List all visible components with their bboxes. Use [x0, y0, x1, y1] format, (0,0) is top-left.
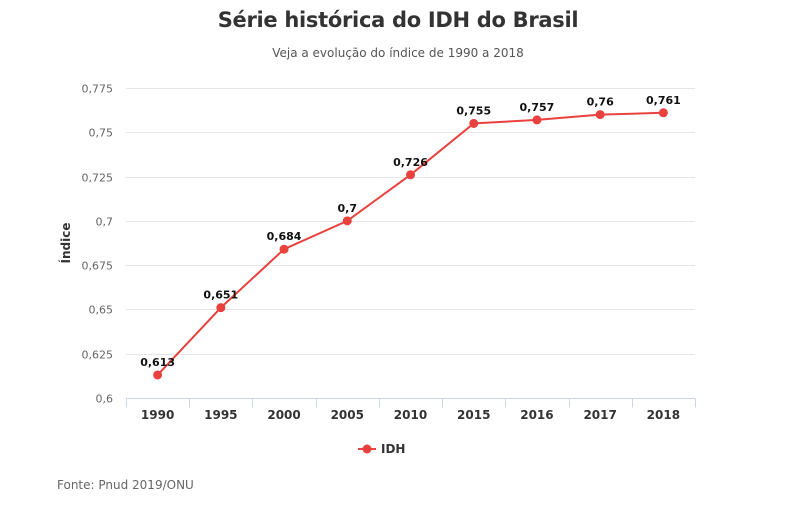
legend[interactable]: IDH: [358, 442, 405, 456]
data-label: 0,76: [587, 96, 614, 109]
data-label: 0,761: [646, 94, 681, 107]
legend-marker-icon: [362, 444, 372, 454]
data-label: 0,726: [393, 156, 428, 169]
data-label: 0,684: [267, 230, 302, 243]
y-tick-label: 0,675: [82, 260, 114, 273]
data-point: [279, 244, 289, 254]
x-tick-label: 2016: [520, 408, 553, 422]
y-tick-label: 0,6: [96, 393, 114, 406]
y-tick-label: 0,725: [82, 172, 114, 185]
y-tick-label: 0,75: [89, 127, 114, 140]
y-tick-label: 0,625: [82, 349, 114, 362]
y-tick-label: 0,7: [96, 216, 114, 229]
data-point: [216, 303, 226, 313]
x-tick-label: 2005: [331, 408, 364, 422]
data-point: [153, 370, 163, 380]
data-point: [406, 170, 415, 180]
x-tick-label: 1995: [204, 408, 237, 422]
x-axis: 1990 1995 2000 2005 2010 2015 2016 2017 2018: [126, 398, 696, 422]
data-point: [469, 118, 479, 128]
y-tick-label: 0,775: [82, 83, 114, 96]
gridlines: [126, 88, 695, 355]
data-label: 0,651: [203, 289, 238, 302]
x-tick-label: 2018: [647, 408, 680, 422]
data-labels: 0,613 0,651 0,684 0,7 0,726 0,755 0,757 0,76 0,7…: [140, 94, 681, 369]
series-line: [156, 111, 664, 376]
x-tick-label: 2017: [583, 408, 616, 422]
y-axis-ticks: 0,6 0,625 0,65 0,675 0,7 0,725 0,75 0,775: [82, 83, 114, 406]
data-label: 0,757: [520, 101, 555, 114]
legend-label-idh: IDH: [381, 442, 405, 456]
chart-title: Série histórica do IDH do Brasil: [217, 8, 579, 32]
data-point: [658, 108, 668, 118]
data-label: 0,755: [456, 104, 491, 117]
series-idh: [153, 108, 668, 380]
data-label: 0,613: [140, 356, 175, 369]
y-axis-title: Índice: [58, 223, 73, 264]
data-label: 0,7: [338, 202, 358, 215]
source-note: Fonte: Pnud 2019/ONU: [57, 478, 194, 492]
data-point: [595, 110, 605, 120]
x-tick-label: 2015: [457, 408, 490, 422]
x-tick-label: 2010: [394, 408, 427, 422]
chart-subtitle: Veja a evolução do índice de 1990 a 2018: [272, 46, 524, 60]
y-tick-label: 0,65: [89, 304, 114, 317]
x-tick-label: 2000: [267, 408, 300, 422]
data-point: [342, 216, 352, 226]
x-tick-label: 1990: [141, 408, 174, 422]
data-point: [532, 115, 542, 125]
